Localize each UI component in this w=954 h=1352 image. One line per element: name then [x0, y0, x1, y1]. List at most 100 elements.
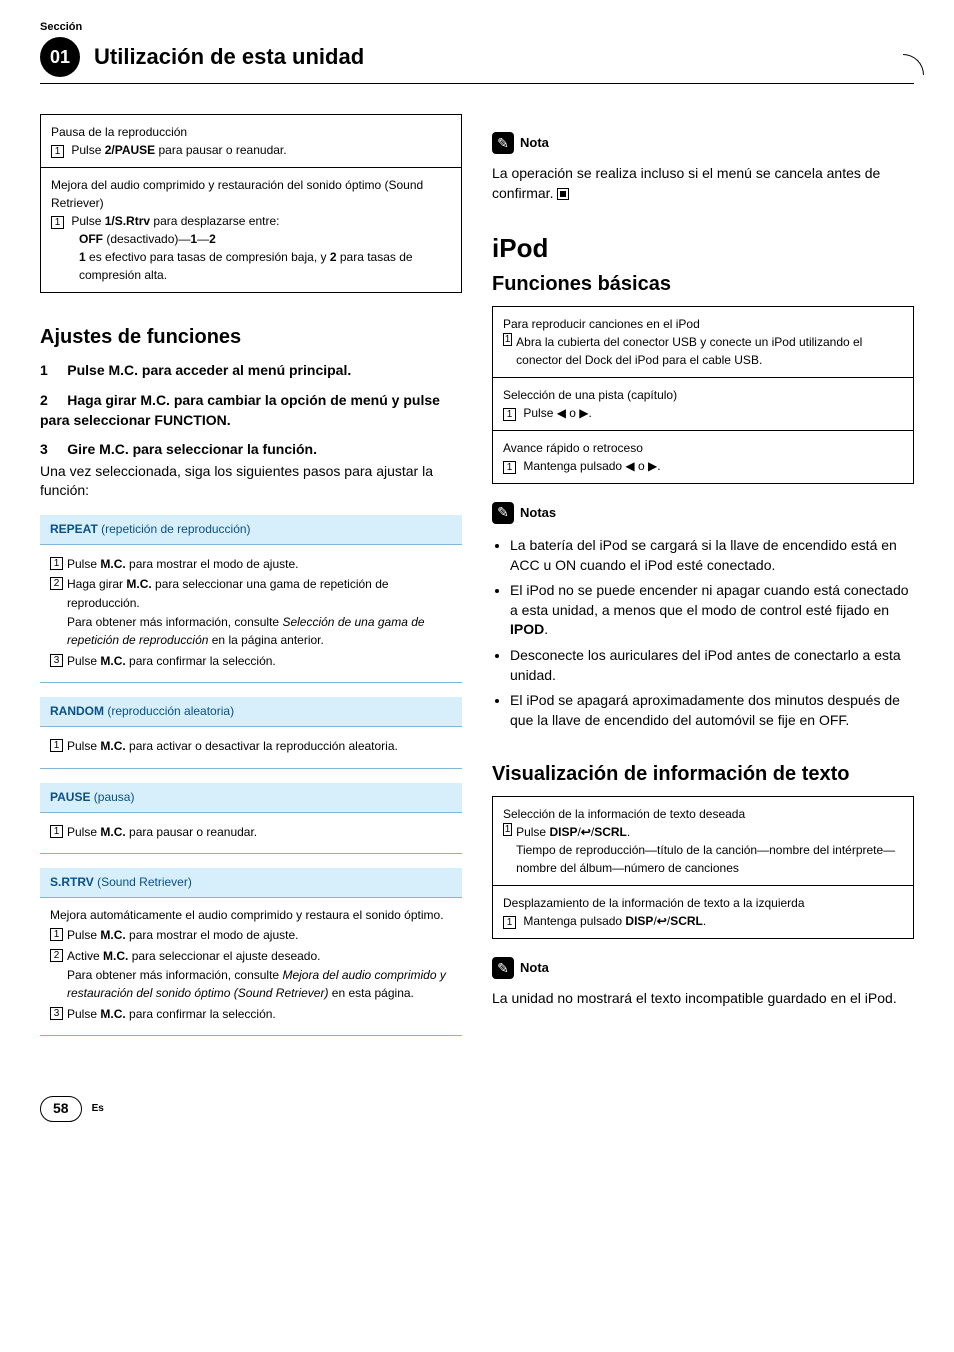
t: para activar o desactivar la reproducció…	[126, 739, 398, 753]
func-name: RANDOM	[50, 704, 104, 718]
t: en esta página.	[328, 986, 413, 1000]
page-footer: 58 Es	[40, 1096, 914, 1122]
box-title: Avance rápido o retroceso	[503, 439, 903, 457]
box-title: Selección de una pista (capítulo)	[503, 386, 903, 404]
text: Pulse	[71, 214, 104, 228]
t: para mostrar el modo de ajuste.	[126, 557, 299, 571]
key-label: SCRL	[594, 825, 627, 839]
text: Pulse M.C. para mostrar el modo de ajust…	[67, 926, 452, 945]
list-item: Desconecte los auriculares del iPod ante…	[510, 646, 914, 685]
box-text-select: Selección de la información de texto des…	[492, 796, 914, 886]
func-header-pause: PAUSE (pausa)	[40, 783, 462, 813]
list-item: 1 Pulse M.C. para mostrar el modo de aju…	[50, 555, 452, 574]
box-title: Pausa de la reproducción	[51, 123, 451, 141]
step-num: 3	[40, 441, 48, 457]
left-column: Pausa de la reproducción 1 Pulse 2/PAUSE…	[40, 114, 462, 1036]
step-number: 3	[50, 654, 63, 667]
step-number: 1	[50, 557, 63, 570]
t: para pausar o reanudar.	[126, 825, 257, 839]
t: Haga girar	[67, 577, 126, 591]
t: Para obtener más información, consulte	[67, 615, 282, 629]
text: para desplazarse entre:	[150, 214, 279, 228]
list-item: El iPod no se puede encender ni apagar c…	[510, 581, 914, 640]
right-arrow-icon: ▶	[579, 406, 588, 420]
box-fast-forward: Avance rápido o retroceso 1 Mantenga pul…	[492, 431, 914, 484]
note-tag: ✎ Nota	[492, 957, 549, 979]
step-num: 1	[40, 362, 48, 378]
heading-funciones: Funciones básicas	[492, 270, 914, 298]
key-label: 1/S.Rtrv	[105, 214, 150, 228]
text: Pulse M.C. para confirmar la selección.	[67, 652, 452, 671]
step-number: 1	[50, 928, 63, 941]
t: para seleccionar el ajuste deseado.	[128, 949, 320, 963]
step-number: 1	[503, 461, 516, 474]
box-ipod-play: Para reproducir canciones en el iPod 1 A…	[492, 306, 914, 378]
text: Pulse M.C. para confirmar la selección.	[67, 1005, 452, 1024]
list-item: El iPod se apagará aproximadamente dos m…	[510, 691, 914, 730]
text: .	[589, 406, 592, 420]
text: Pulse DISP/↩/SCRL. Tiempo de reproducció…	[516, 823, 903, 877]
t: Pulse	[67, 654, 100, 668]
t: Pulse	[67, 1007, 100, 1021]
text: Active M.C. para seleccionar el ajuste d…	[67, 947, 452, 1003]
lang-code: Es	[92, 1102, 104, 1116]
box-step: 1 Mantenga pulsado ◀ o ▶.	[503, 457, 903, 475]
text: es efectivo para tasas de compresión baj…	[86, 250, 330, 264]
key-label: DISP	[625, 914, 653, 928]
text: .	[657, 459, 660, 473]
text: Pulse M.C. para mostrar el modo de ajust…	[67, 555, 452, 574]
note-text: La unidad no mostrará el texto incompati…	[492, 989, 914, 1009]
list-item: 3 Pulse M.C. para confirmar la selección…	[50, 652, 452, 671]
func-name: S.RTRV	[50, 875, 94, 889]
header-bar: 01 Utilización de esta unidad	[40, 37, 914, 84]
intro: Mejora automáticamente el audio comprimi…	[50, 906, 452, 925]
opt: 1	[79, 250, 86, 264]
left-arrow-icon: ◀	[625, 459, 634, 473]
list-item: 1 Pulse M.C. para activar o desactivar l…	[50, 737, 452, 756]
box-text-scroll: Desplazamiento de la información de text…	[492, 886, 914, 939]
left-arrow-icon: ◀	[557, 406, 566, 420]
func-desc: (pausa)	[90, 790, 134, 804]
func-body-srtrv: Mejora automáticamente el audio comprimi…	[40, 898, 462, 1037]
text: o	[635, 459, 648, 473]
key-label: IPOD	[510, 621, 544, 637]
t: Tiempo de reproducción—título de la canc…	[516, 843, 895, 875]
t: para confirmar la selección.	[126, 1007, 276, 1021]
section-number-badge: 01	[40, 37, 80, 77]
text: Mantenga pulsado	[523, 459, 625, 473]
t: Para obtener más información, consulte	[67, 968, 282, 982]
func-name: PAUSE	[50, 790, 90, 804]
t: para mostrar el modo de ajuste.	[126, 928, 299, 942]
box-step: 1 Pulse 2/PAUSE para pausar o reanudar.	[51, 141, 451, 159]
key-label: M.C.	[126, 577, 151, 591]
box-sound-retriever: Mejora del audio comprimido y restauraci…	[40, 168, 462, 293]
step-number: 2	[50, 949, 63, 962]
pencil-icon: ✎	[492, 957, 514, 979]
func-desc: (repetición de reproducción)	[98, 522, 251, 536]
t: El iPod no se puede encender ni apagar c…	[510, 582, 909, 618]
page-title: Utilización de esta unidad	[94, 42, 364, 73]
key-label: M.C.	[100, 825, 125, 839]
key-label: M.C.	[100, 928, 125, 942]
t: para confirmar la selección.	[126, 654, 276, 668]
step-1: 1 Pulse M.C. para acceder al menú princi…	[40, 361, 462, 381]
text: para pausar o reanudar.	[155, 143, 286, 157]
note-label: Nota	[520, 959, 549, 977]
key-label: M.C.	[100, 739, 125, 753]
note-label: Nota	[520, 134, 549, 152]
heading-ajustes: Ajustes de funciones	[40, 323, 462, 351]
func-body-pause: 1 Pulse M.C. para pausar o reanudar.	[40, 813, 462, 855]
list-item: 1 Pulse M.C. para mostrar el modo de aju…	[50, 926, 452, 945]
step-number: 3	[50, 1007, 63, 1020]
step-number: 1	[51, 145, 64, 158]
t: .	[544, 621, 548, 637]
box-step: 1 Pulse ◀ o ▶.	[503, 404, 903, 422]
box-title: Para reproducir canciones en el iPod	[503, 315, 903, 333]
pencil-icon: ✎	[492, 132, 514, 154]
step-text: Gire M.C. para seleccionar la función.	[67, 441, 317, 457]
text: Pulse	[523, 406, 556, 420]
box-step: 1 Pulse DISP/↩/SCRL. Tiempo de reproducc…	[503, 823, 903, 877]
text: —	[197, 232, 209, 246]
note-tag: ✎ Notas	[492, 502, 556, 524]
note-label: Notas	[520, 504, 556, 522]
